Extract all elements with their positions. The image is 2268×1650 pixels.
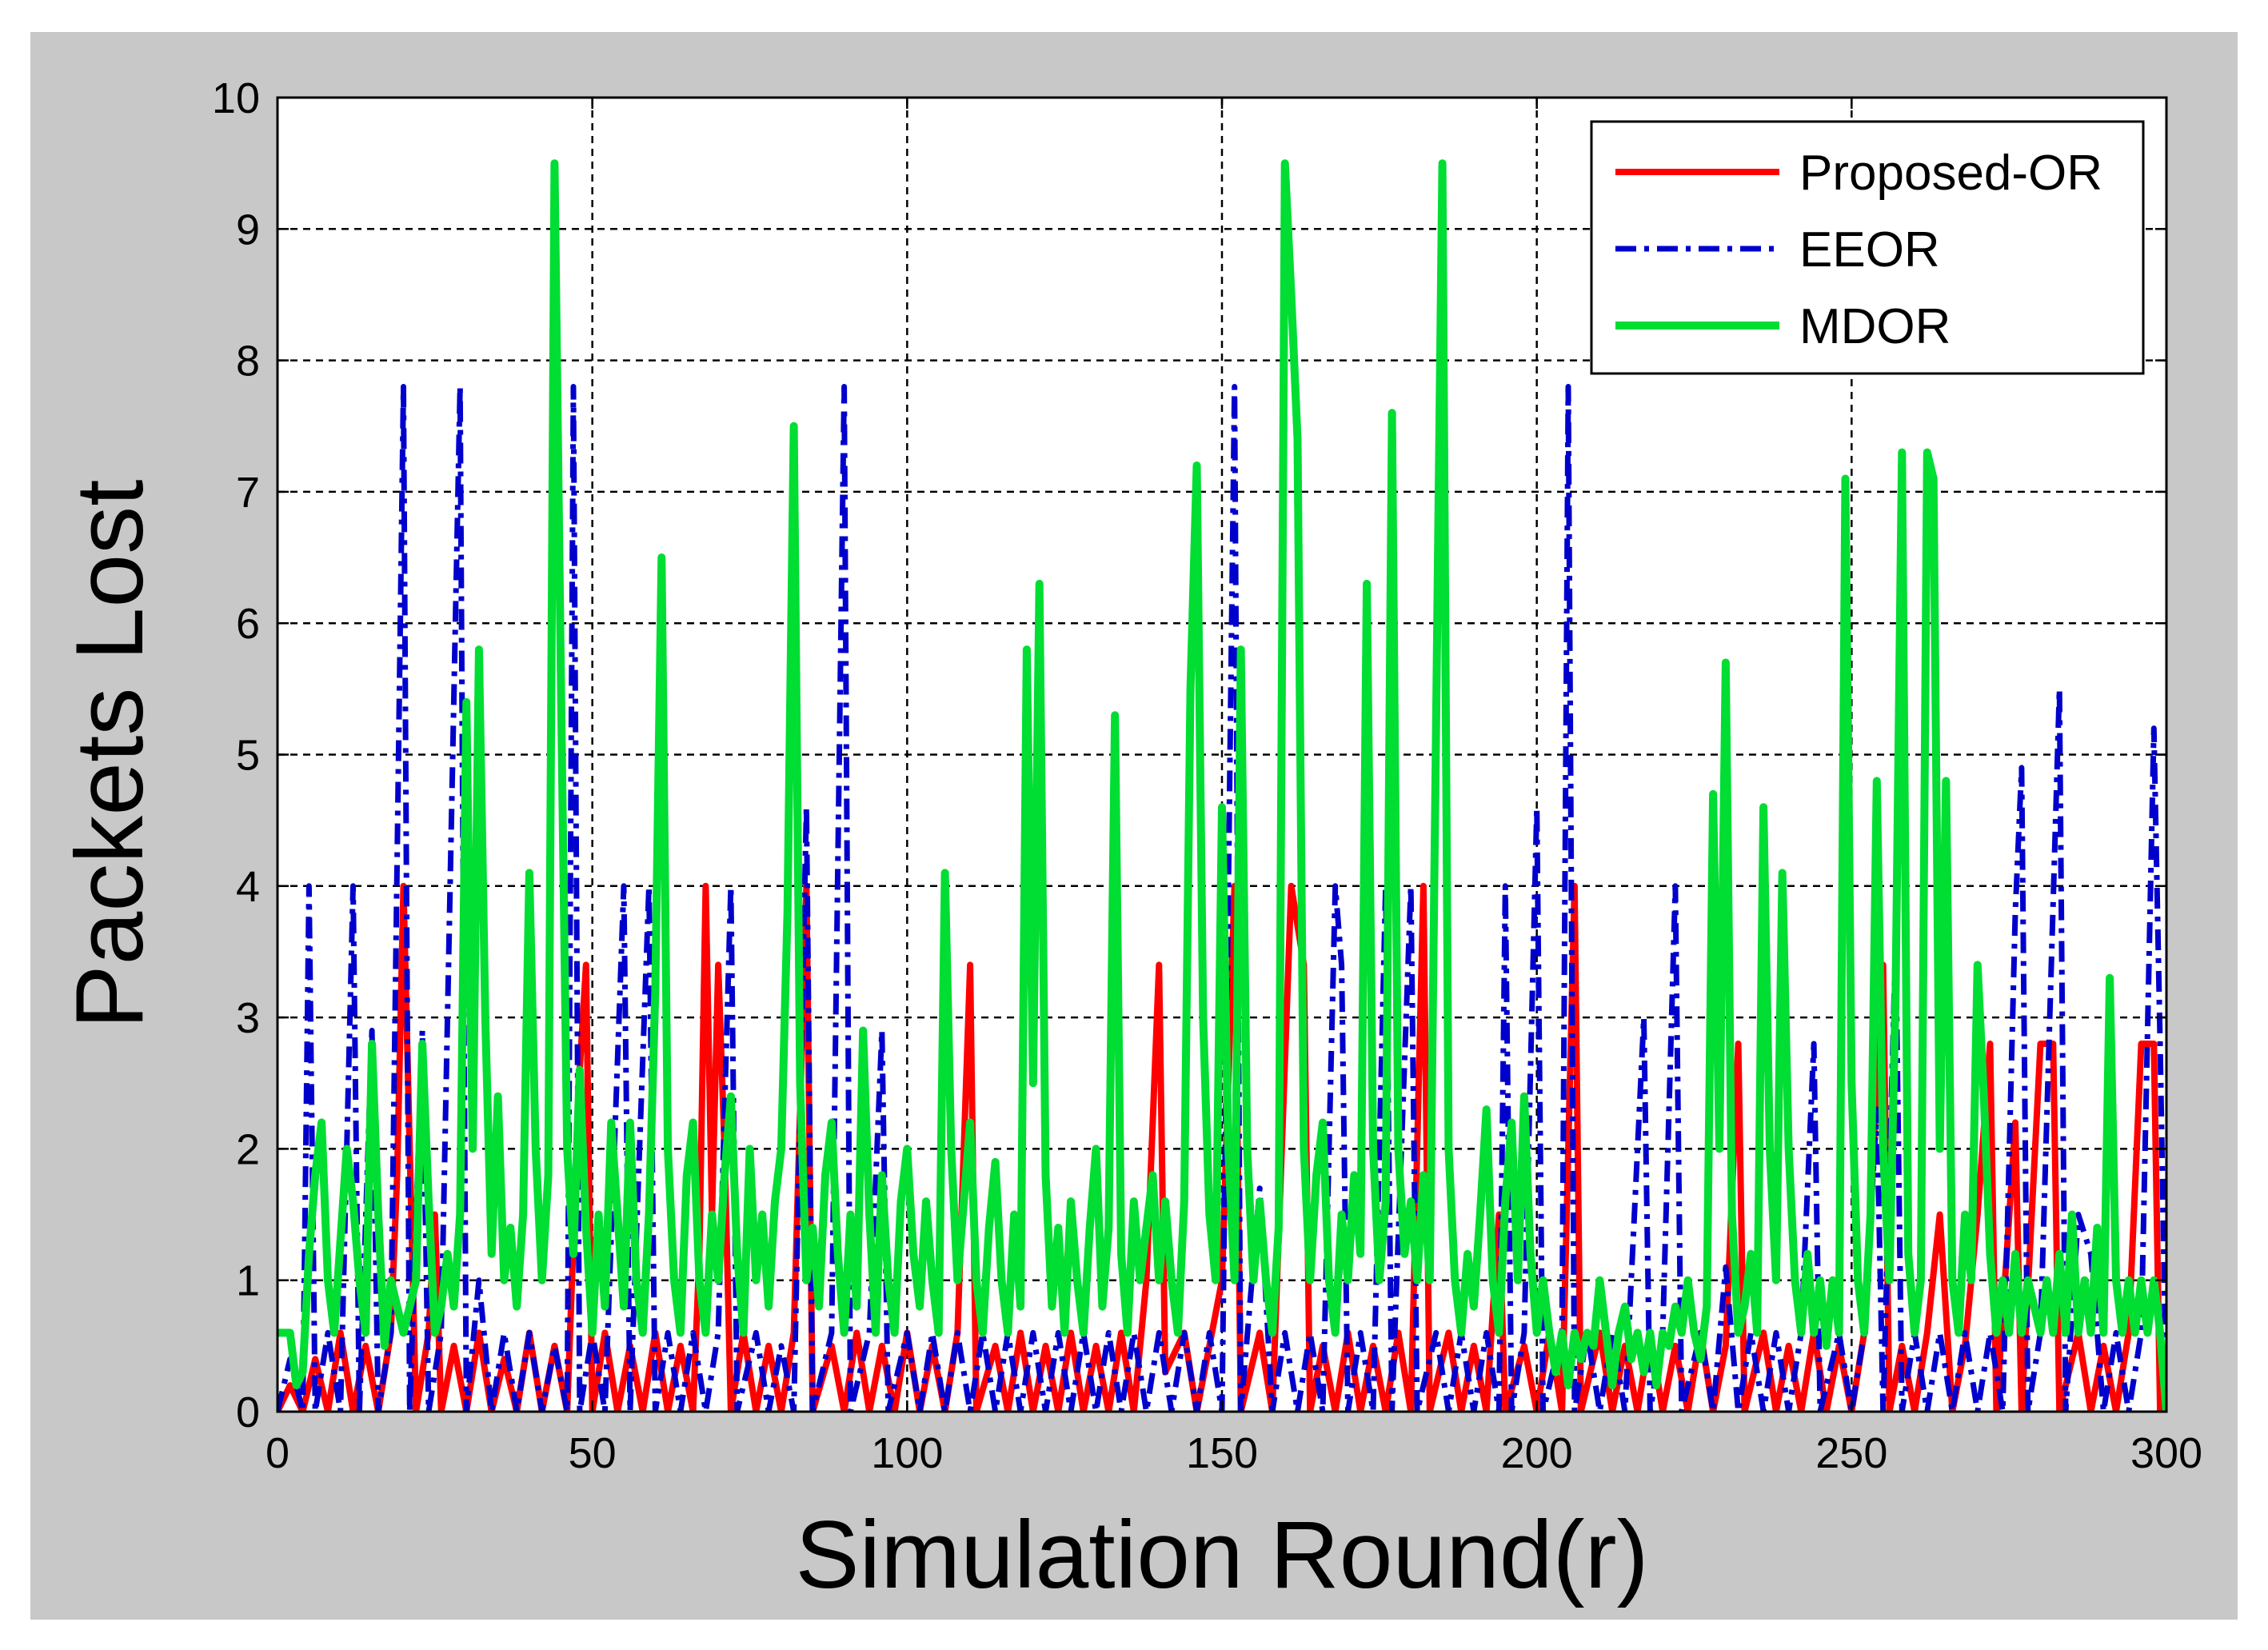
x-tick-label: 200 (1501, 1429, 1573, 1477)
y-tick-label: 2 (236, 1125, 260, 1173)
ticks (276, 96, 2168, 1413)
y-tick-label: 10 (212, 74, 260, 122)
y-tick-label: 1 (236, 1257, 260, 1305)
legend-label: Proposed-OR (1799, 146, 2102, 201)
y-tick-label: 5 (236, 732, 260, 780)
series-layer (278, 159, 2166, 1412)
y-tick-label: 4 (236, 863, 260, 911)
x-tick-label: 300 (2130, 1429, 2202, 1477)
x-tick-label: 150 (1186, 1429, 1258, 1477)
y-tick-label: 7 (236, 469, 260, 517)
legend-box (1590, 120, 2145, 375)
legend-label: MDOR (1799, 299, 1951, 354)
y-tick-labels: 0 1 2 3 4 5 6 7 8 9 10 (212, 74, 260, 1436)
x-tick-labels: 0 50 100 150 200 250 300 (266, 1429, 2202, 1477)
series-line-eeor (278, 384, 2166, 1412)
y-axis-title: Packets Lost (56, 479, 163, 1029)
x-tick-label: 250 (1815, 1429, 1887, 1477)
y-tick-label: 9 (236, 206, 260, 254)
y-tick-label: 6 (236, 600, 260, 648)
x-axis-title: Simulation Round(r) (795, 1501, 1648, 1608)
series-line-mdor (278, 159, 2166, 1412)
x-tick-label: 50 (569, 1429, 617, 1477)
y-tick-label: 0 (236, 1388, 260, 1436)
x-tick-label: 100 (871, 1429, 943, 1477)
legend: Proposed-OR EEOR MDOR (1590, 120, 2145, 375)
legend-label: EEOR (1799, 222, 1940, 278)
x-tick-label: 0 (266, 1429, 289, 1477)
y-tick-label: 3 (236, 994, 260, 1042)
y-tick-label: 8 (236, 338, 260, 386)
